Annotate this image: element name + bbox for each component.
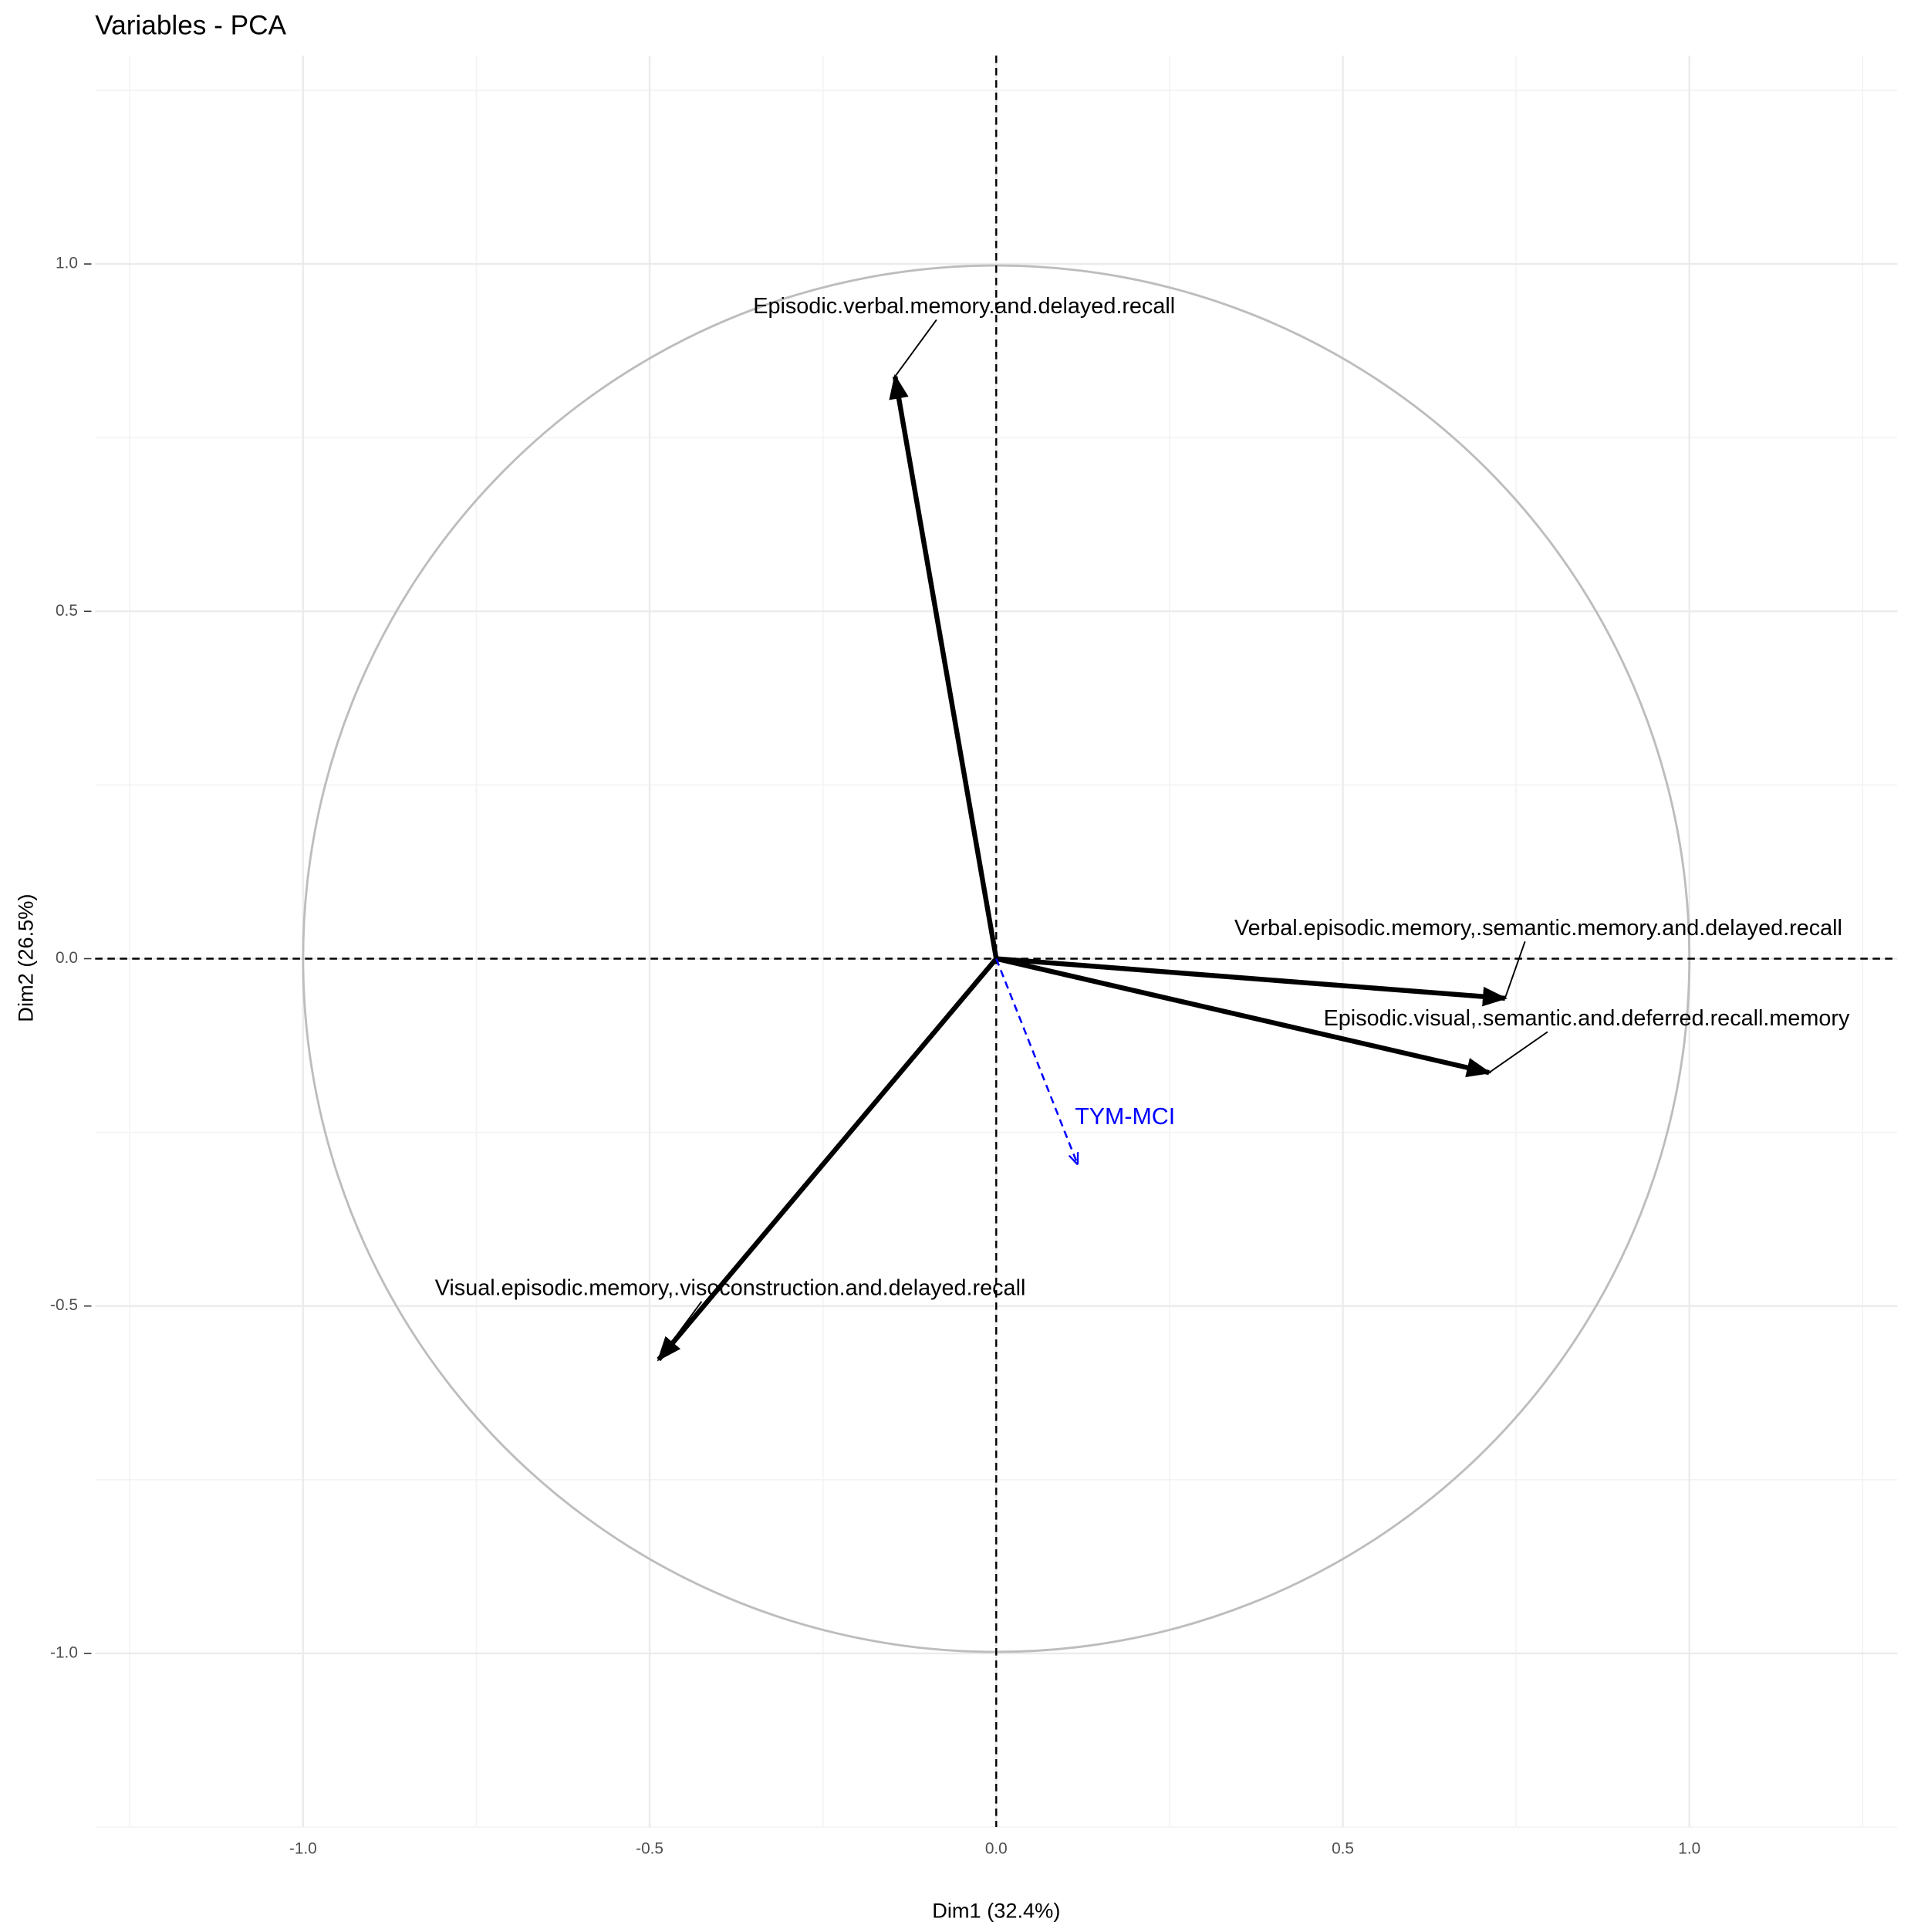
x-tick-label: -0.5 bbox=[636, 1839, 663, 1857]
variable-arrow bbox=[657, 957, 998, 1362]
leader-line bbox=[894, 319, 937, 377]
x-tick-label: 1.0 bbox=[1678, 1839, 1700, 1857]
y-tick-label: -0.5 bbox=[50, 1296, 78, 1314]
y-tick-label: 1.0 bbox=[56, 255, 78, 272]
leader-line bbox=[657, 1301, 703, 1360]
x-axis-label: Dim1 (32.4%) bbox=[932, 1899, 1060, 1923]
variable-label: Visual.episodic.memory,.visoconstruction… bbox=[435, 1275, 1026, 1300]
x-tick-label: 0.5 bbox=[1332, 1839, 1354, 1857]
leader-line bbox=[1504, 941, 1526, 999]
variable-label: Episodic.verbal.memory.and.delayed.recal… bbox=[753, 294, 1175, 319]
variable-arrow bbox=[996, 956, 1508, 1007]
y-tick-label: -1.0 bbox=[50, 1643, 78, 1661]
variable-label: Verbal.episodic.memory,.semantic.memory.… bbox=[1234, 916, 1842, 941]
variable-arrow bbox=[889, 373, 999, 960]
variable-arrow bbox=[995, 956, 1492, 1078]
y-tick-label: 0.0 bbox=[56, 949, 78, 967]
supplementary-label: TYM-MCI bbox=[1075, 1103, 1175, 1130]
chart-title: Variables - PCA bbox=[95, 10, 286, 40]
y-tick-label: 0.5 bbox=[56, 602, 78, 620]
leader-line bbox=[1488, 1031, 1548, 1073]
variable-label: Episodic.visual,.semantic.and.deferred.r… bbox=[1324, 1006, 1850, 1031]
x-tick-label: -1.0 bbox=[289, 1839, 317, 1857]
x-tick-label: 0.0 bbox=[985, 1839, 1008, 1857]
y-axis-label: Dim2 (26.5%) bbox=[13, 893, 37, 1022]
